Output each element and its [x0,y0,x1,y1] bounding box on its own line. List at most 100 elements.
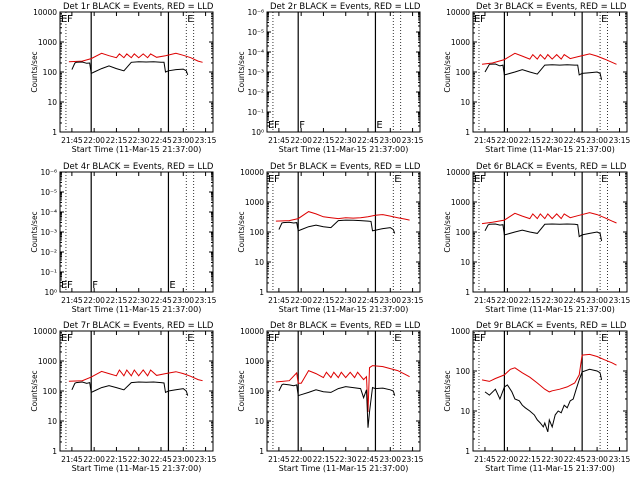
y-axis-label: Counts/sec [443,51,452,92]
x-tick-label: 22:30 [128,136,150,145]
y-tick-label: 10⁻² [247,88,264,97]
y-axis-label: Counts/sec [30,211,39,252]
panel-det-5: Det 5r BLACK = Events, RED = LLD 1 10 100 10… [237,162,424,314]
series-black-line [484,368,603,433]
time-marker-label: F [480,14,486,25]
y-tick-label: 10000 [240,327,264,336]
x-tick-label: 23:00 [172,136,194,145]
x-tick-label: 21:45 [61,455,83,464]
time-marker-label: F [274,174,280,185]
y-tick-label: 1000 [38,357,57,366]
y-tick-label: 10⁻³ [247,68,264,77]
series-red-line [481,212,617,225]
y-tick-label: 100 [456,68,471,77]
plot-frame [266,171,421,293]
y-tick-label: 10⁻⁶ [247,8,264,17]
y-tick-label: 100 [456,367,471,376]
time-marker-label: F [67,280,73,291]
x-tick-label: 22:00 [83,296,105,305]
x-tick-label: 22:00 [497,296,519,305]
y-tick-label: 10⁻⁴ [40,208,57,217]
y-tick-label: 10⁻⁴ [247,48,264,57]
y-tick-label: 1000 [245,357,264,366]
x-tick-label: 22:15 [313,455,335,464]
x-tick-label: 22:15 [313,296,335,305]
y-tick-label: 10 [460,407,470,416]
x-tick-label: 22:15 [106,136,128,145]
x-axis-label: Start Time (11-Mar-15 21:37:00) [485,464,615,473]
series-red-line [68,369,203,382]
time-marker-label: F [67,14,73,25]
x-tick-label: 22:00 [83,455,105,464]
x-axis-label: Start Time (11-Mar-15 21:37:00) [72,305,202,314]
x-tick-label: 22:45 [357,136,379,145]
time-marker-label: E [376,120,382,131]
x-tick-label: 23:15 [195,136,217,145]
x-tick-label: 22:00 [290,296,312,305]
y-tick-label: 10 [47,98,57,107]
time-marker-label: F [480,174,486,185]
y-tick-label: 1000 [451,327,470,336]
time-marker-label: E [601,14,607,25]
y-tick-label: 1000 [245,198,264,207]
y-tick-label: 10⁻¹ [247,108,264,117]
panel-title: Det 1r BLACK = Events, RED = LLD [63,2,214,12]
y-axis-label: Counts/sec [30,51,39,92]
x-tick-label: 23:00 [172,455,194,464]
series-red-line [481,52,617,65]
x-tick-label: 21:45 [474,136,496,145]
series-black-line [484,223,603,242]
time-marker-label: F [274,120,280,131]
y-tick-label: 1 [465,128,470,137]
panel-title: Det 4r BLACK = Events, RED = LLD [63,162,214,172]
y-tick-label: 10000 [446,8,470,17]
x-axis-label: Start Time (11-Mar-15 21:37:00) [279,145,409,154]
time-marker-label: F [480,333,486,344]
x-tick-label: 22:45 [150,296,172,305]
series-red-line [481,353,617,393]
panel-title: Det 9r BLACK = Events, RED = LLD [476,321,627,331]
time-marker-label: F [299,120,305,131]
y-tick-label: 1 [52,128,57,137]
x-tick-label: 22:30 [128,296,150,305]
x-tick-label: 22:00 [83,136,105,145]
x-axis-label: Start Time (11-Mar-15 21:37:00) [279,305,409,314]
x-tick-label: 23:15 [609,455,631,464]
y-tick-label: 10⁻³ [40,228,57,237]
y-axis-label: Counts/sec [237,51,246,92]
y-tick-label: 1 [465,447,470,456]
x-axis-label: Start Time (11-Mar-15 21:37:00) [72,464,202,473]
y-tick-label: 100 [43,68,58,77]
x-tick-label: 21:45 [268,455,290,464]
x-tick-label: 22:45 [150,136,172,145]
y-tick-label: 1 [259,288,264,297]
plot-frame [59,11,214,133]
time-marker-label: E [601,174,607,185]
panel-det-6: Det 6r BLACK = Events, RED = LLD 1 10 100 10… [443,162,631,314]
x-tick-label: 23:00 [379,455,401,464]
x-tick-label: 23:15 [402,296,424,305]
y-tick-label: 10⁻⁵ [247,28,264,37]
y-tick-label: 1000 [451,38,470,47]
y-tick-label: 10⁻¹ [40,268,57,277]
time-marker-label: E [61,14,67,25]
plot-frame [472,11,628,133]
time-marker-label: F [92,280,98,291]
x-tick-label: 23:15 [195,455,217,464]
y-tick-label: 100 [456,228,471,237]
x-tick-label: 22:15 [106,296,128,305]
x-tick-label: 23:00 [586,136,608,145]
series-red-line [68,52,203,63]
series-black-line [278,383,396,428]
x-axis-label: Start Time (11-Mar-15 21:37:00) [279,464,409,473]
y-axis-label: Counts/sec [237,370,246,411]
x-axis-label: Start Time (11-Mar-15 21:37:00) [485,305,615,314]
y-tick-label: 10⁻⁶ [40,168,57,177]
y-axis-label: Counts/sec [443,211,452,252]
time-marker-label: E [61,280,67,291]
plot-frame [266,330,421,452]
time-marker-label: E [474,14,480,25]
x-tick-label: 22:15 [519,455,541,464]
x-tick-label: 23:15 [402,455,424,464]
x-tick-label: 22:30 [541,296,563,305]
